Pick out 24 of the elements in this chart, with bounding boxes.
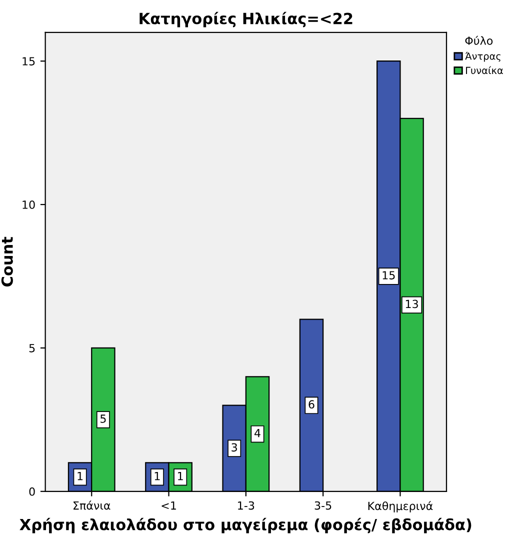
y-tick-label: 15 <box>22 57 35 66</box>
x-tick-label: Σπάνια <box>74 500 110 510</box>
data-label: 13 <box>406 300 418 308</box>
data-label: 1 <box>154 472 160 480</box>
x-tick-label: 3-5 <box>314 501 332 510</box>
data-label: 6 <box>308 400 314 409</box>
y-tick-label: 10 <box>22 200 35 209</box>
y-axis-title: Count <box>1 236 13 287</box>
data-label: 4 <box>254 428 260 438</box>
legend-title: Φύλο <box>465 36 493 45</box>
legend-label: Άντρας <box>465 52 500 62</box>
y-tick-label: 0 <box>29 487 35 496</box>
x-tick-label: Καθημερινά <box>368 501 433 512</box>
x-axis-title: Χρήση ελαιολάδου στο μαγείρεμα (φορές/ εβδομάδα) <box>20 518 472 534</box>
data-label: 5 <box>100 414 106 423</box>
legend-label: Γυναίκα <box>466 66 503 74</box>
data-label: 15 <box>382 271 395 280</box>
data-label: 3 <box>232 443 237 452</box>
y-tick-label: 5 <box>29 344 35 352</box>
chart-title: Κατηγορίες Ηλικίας=<22 <box>140 12 352 28</box>
x-tick-label: <1 <box>162 501 176 510</box>
data-label: 1 <box>78 472 83 480</box>
data-label: 1 <box>178 472 183 480</box>
x-tick-label: 1-3 <box>238 501 254 510</box>
